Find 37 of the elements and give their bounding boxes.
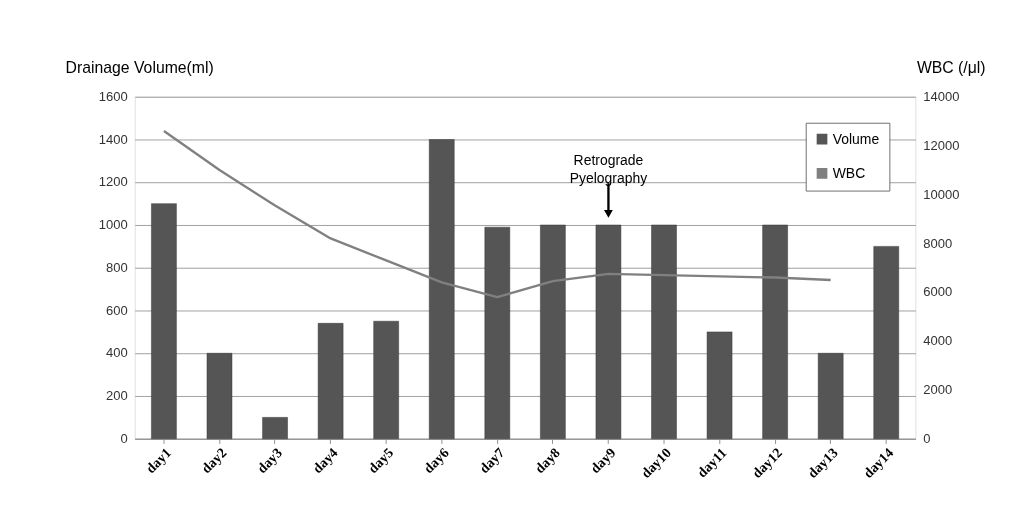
y-tick-label: 1600 bbox=[98, 88, 128, 104]
y-tick-label: 200 bbox=[106, 388, 128, 404]
y-tick-label: 1200 bbox=[98, 174, 128, 190]
y-tick-label: 600 bbox=[106, 302, 128, 318]
bar bbox=[429, 139, 455, 439]
y-tick-label: 400 bbox=[106, 345, 128, 361]
legend-label: WBC bbox=[832, 165, 866, 182]
bar bbox=[817, 353, 844, 439]
y2-axis-title: WBC (/μl) bbox=[916, 59, 986, 77]
bar bbox=[206, 353, 233, 439]
y2-tick-label: 14000 bbox=[923, 88, 960, 104]
bar bbox=[317, 323, 344, 439]
legend-label: Volume bbox=[832, 130, 880, 147]
line-series bbox=[162, 129, 832, 299]
bar bbox=[595, 224, 622, 439]
bar bbox=[873, 246, 899, 439]
bar bbox=[540, 224, 566, 439]
y2-tick-label: 10000 bbox=[923, 186, 960, 202]
bar bbox=[262, 417, 288, 439]
y-tick-label: 0 bbox=[120, 430, 128, 446]
y2-tick-label: 8000 bbox=[923, 235, 953, 251]
bar bbox=[484, 226, 511, 439]
bar bbox=[706, 331, 733, 439]
y2-tick-label: 0 bbox=[923, 430, 931, 446]
bar bbox=[373, 320, 399, 439]
y2-tick-label: 2000 bbox=[923, 382, 953, 398]
y-axis-title: Drainage Volume(ml) bbox=[65, 59, 214, 77]
y2-tick-label: 4000 bbox=[923, 333, 953, 349]
bar bbox=[762, 224, 788, 439]
bar bbox=[651, 224, 677, 439]
bar bbox=[151, 203, 177, 439]
y-tick-label: 1000 bbox=[98, 217, 128, 233]
y-tick-label: 800 bbox=[106, 259, 128, 275]
annotation: Retrograde Pyelography bbox=[569, 151, 648, 187]
y-tick-label: 1400 bbox=[98, 131, 128, 147]
y2-tick-label: 12000 bbox=[923, 137, 960, 153]
y2-tick-label: 6000 bbox=[923, 284, 953, 300]
